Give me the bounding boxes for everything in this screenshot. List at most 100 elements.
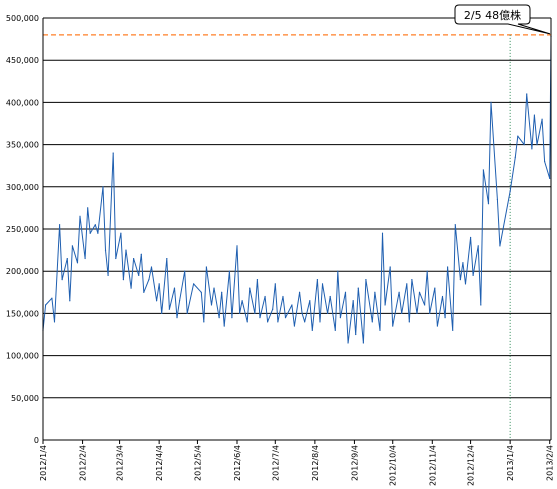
series-point (337, 270, 339, 272)
series-point (418, 291, 421, 293)
series-point (298, 291, 301, 293)
series-point (379, 329, 381, 331)
y-tick-label: 250,000 (6, 225, 39, 234)
series-point (316, 279, 319, 281)
x-tick-label: 2012/6/4 (233, 445, 242, 481)
x-tick-label: 2012/3/4 (116, 445, 125, 481)
series-point (454, 224, 456, 226)
series-point (186, 312, 188, 314)
series-point (238, 312, 241, 314)
series-point (304, 321, 306, 323)
x-tick-label: 2012/5/4 (193, 445, 202, 481)
series-point (424, 304, 426, 306)
y-tick-label: 500,000 (6, 14, 39, 23)
series-point (241, 300, 243, 302)
series-point (401, 312, 403, 314)
series-point (352, 300, 354, 302)
series-group (42, 35, 552, 344)
series-point (319, 321, 321, 323)
series-point (112, 152, 114, 154)
annotation-callout: 2/5 48億株 (454, 4, 551, 35)
series-point (231, 317, 233, 319)
series-point (408, 321, 410, 323)
x-axis-tick-labels: 2012/1/4 2012/2/4 2012/3/4 2012/4/4 2012/5/4… (39, 440, 555, 486)
series-point (140, 253, 142, 255)
series-point (155, 300, 158, 302)
series-point (76, 262, 79, 264)
series-point (203, 321, 205, 323)
series-point (426, 270, 428, 272)
series-point (429, 312, 431, 314)
series-point (272, 308, 274, 310)
series-point (44, 304, 47, 306)
series-point (161, 312, 163, 314)
series-point (94, 224, 96, 226)
series-point (384, 304, 386, 306)
series-point (122, 279, 125, 281)
x-tick-label: 2012/10/4 (389, 445, 398, 486)
series-point (120, 232, 122, 234)
series-point (416, 312, 418, 314)
series-point (173, 287, 176, 289)
series-point (267, 321, 269, 323)
series-point (436, 325, 439, 327)
series-point (371, 321, 373, 323)
series-point (130, 287, 132, 289)
series-point (71, 245, 73, 247)
series-point (254, 312, 256, 314)
series-point (176, 317, 178, 319)
x-tick-label: 2013/1/4 (506, 445, 515, 481)
series-point (284, 317, 287, 319)
series-point (69, 300, 71, 302)
series-point (79, 215, 81, 217)
series-point (193, 283, 195, 285)
axes (42, 18, 552, 441)
reference-lines (43, 34, 551, 440)
y-tick-label: 450,000 (6, 56, 39, 65)
annotation-callout-box (454, 4, 551, 35)
series-point (347, 342, 349, 344)
series-point (329, 295, 331, 298)
y-tick-label: 400,000 (6, 98, 39, 107)
series-point (339, 317, 341, 319)
series-point (89, 232, 91, 234)
series-point (355, 333, 357, 336)
series-point (434, 287, 436, 289)
series-point (168, 308, 170, 310)
series-point (104, 249, 107, 251)
series-point (374, 291, 376, 293)
series-point (264, 295, 266, 298)
series-point (541, 118, 543, 120)
series-point (452, 329, 454, 331)
series-point (133, 257, 135, 260)
series-point (514, 156, 516, 158)
series-point (97, 232, 99, 234)
series-point (210, 304, 213, 306)
series-point (256, 279, 259, 281)
series-point (150, 266, 153, 268)
series-point (398, 291, 400, 293)
series-point (362, 342, 364, 344)
series-point (392, 325, 394, 327)
series-point (459, 279, 461, 281)
series-point (509, 190, 511, 192)
series-point (389, 266, 391, 268)
y-tick-label: 350,000 (6, 141, 39, 150)
series-point (526, 93, 528, 95)
series-point (464, 283, 467, 285)
series-point (53, 321, 56, 323)
y-tick-label: 300,000 (6, 183, 39, 192)
x-tick-label: 2012/4/4 (155, 445, 164, 481)
series-point (327, 312, 329, 314)
series-point (381, 232, 384, 234)
annotation-label: 2/5 48億株 (464, 8, 521, 22)
series-point (178, 300, 181, 302)
series-point (259, 317, 261, 319)
series-point (496, 198, 498, 201)
series-point (365, 279, 367, 281)
series-point (291, 304, 293, 306)
series-point (472, 274, 474, 277)
series-point (462, 262, 464, 264)
series-point (544, 160, 546, 163)
